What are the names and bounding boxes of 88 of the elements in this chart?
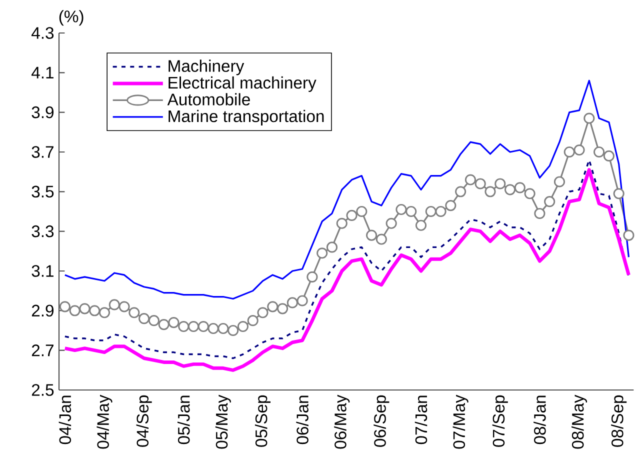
point — [198, 320, 209, 332]
point — [386, 218, 397, 229]
point — [504, 184, 516, 196]
y-tick-label: 4.1 — [32, 66, 54, 78]
x-tick-label: 06/Sep — [374, 395, 390, 447]
point — [237, 320, 249, 332]
point — [376, 234, 387, 245]
y-tick-label: 3.3 — [32, 225, 54, 238]
point — [158, 319, 170, 330]
point — [425, 206, 436, 218]
point — [524, 188, 536, 200]
point — [445, 200, 456, 212]
legend-label: Automobile — [167, 93, 250, 106]
point — [396, 204, 407, 216]
y-axis-title: (%) — [59, 10, 84, 26]
point — [218, 322, 229, 334]
point — [514, 182, 526, 194]
point — [584, 112, 595, 124]
point — [257, 307, 268, 318]
point — [69, 305, 80, 316]
x-tick-label: 04/Jan — [58, 396, 72, 444]
point — [267, 301, 278, 312]
point — [455, 186, 466, 198]
point — [178, 320, 190, 332]
point — [534, 208, 546, 220]
point — [277, 303, 288, 314]
y-tick-label: 3.7 — [32, 146, 54, 158]
x-tick-label: 05/Sep — [254, 395, 271, 447]
point — [138, 313, 150, 324]
point — [494, 178, 506, 190]
x-tick-label: 08/May — [571, 394, 588, 449]
y-tick-label: 2.5 — [32, 384, 54, 396]
point — [406, 206, 417, 218]
point — [108, 299, 120, 310]
x-tick-label: 05/Jan — [178, 396, 190, 444]
x-tick-label: 07/May — [452, 394, 468, 449]
point — [326, 242, 338, 253]
point — [316, 248, 328, 259]
point — [168, 317, 180, 328]
y-tick-label: 2.9 — [32, 304, 54, 317]
y-tick-label: 3.9 — [32, 106, 54, 118]
point — [544, 196, 556, 208]
point — [128, 307, 140, 318]
point — [228, 324, 239, 336]
x-tick-label: 05/May — [215, 394, 231, 449]
point — [356, 206, 368, 218]
x-tick-label: 07/Jan — [414, 396, 428, 444]
x-tick-label: 08/Sep — [611, 395, 627, 447]
x-tick-label: 07/Sep — [492, 395, 508, 447]
x-tick-label: 06/Jan — [296, 396, 308, 444]
point — [89, 305, 100, 316]
y-tick-label: 3.1 — [32, 265, 54, 277]
point — [613, 188, 624, 200]
point — [79, 303, 90, 314]
point — [484, 186, 496, 198]
point — [346, 210, 358, 221]
point — [247, 315, 258, 326]
y-tick-label: 2.7 — [32, 344, 54, 356]
y-tick-label: 4.3 — [32, 27, 54, 39]
point — [464, 174, 476, 186]
point — [306, 271, 318, 282]
x-tick-label: 04/May — [96, 394, 112, 449]
legend-label: Electrical machinery — [168, 76, 316, 92]
point — [594, 146, 605, 158]
point — [574, 144, 585, 156]
point — [554, 176, 566, 188]
point — [98, 307, 110, 318]
point — [564, 146, 575, 158]
point — [435, 206, 446, 218]
y-tick-label: 3.5 — [32, 186, 54, 198]
point — [366, 230, 378, 241]
point — [208, 322, 219, 334]
x-tick-label: 08/Jan — [534, 396, 546, 444]
point — [296, 295, 308, 306]
point — [623, 230, 634, 241]
point — [415, 220, 427, 231]
legend-label: Machinery — [168, 60, 244, 76]
point — [474, 178, 486, 190]
point — [148, 315, 160, 326]
x-tick-label: 06/May — [334, 394, 350, 449]
point — [603, 150, 614, 162]
legend-label: Marine transportation — [168, 110, 324, 126]
point — [188, 320, 200, 332]
point — [286, 297, 298, 308]
point — [118, 301, 130, 312]
point — [59, 301, 70, 312]
x-tick-label: 04/Sep — [136, 395, 152, 447]
point — [336, 218, 348, 229]
